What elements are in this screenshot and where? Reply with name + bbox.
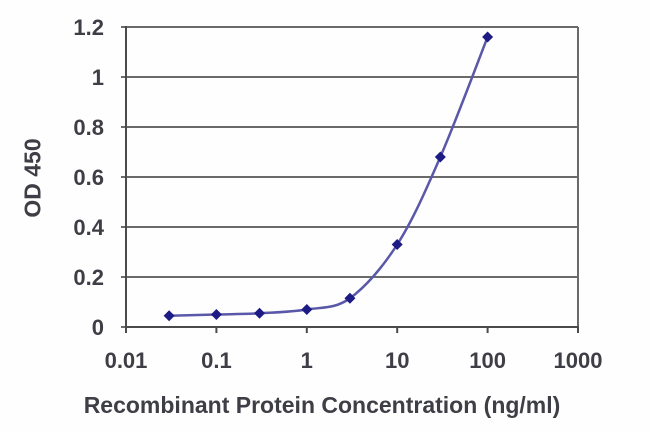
x-axis-title: Recombinant Protein Concentration (ng/ml… (83, 392, 561, 418)
y-tick-label: 1.2 (73, 15, 104, 40)
y-axis-title: OD 450 (19, 138, 46, 218)
x-tick-label: 0.01 (105, 348, 148, 373)
data-point-marker (163, 310, 175, 322)
data-point-marker (344, 292, 356, 304)
x-tick-label: 1000 (554, 348, 603, 373)
y-tick-label: 0.6 (73, 165, 104, 190)
x-tick-label: 100 (469, 348, 506, 373)
y-tick-label: 0 (92, 315, 104, 340)
data-point-marker (254, 307, 266, 319)
data-point-marker (482, 31, 494, 43)
y-tick-label: 0.4 (73, 215, 104, 240)
y-tick-label: 1 (92, 65, 104, 90)
data-point-marker (391, 239, 403, 250)
x-tick-label: 0.1 (201, 348, 232, 373)
x-tick-label: 1 (301, 348, 313, 373)
y-tick-label: 0.2 (73, 265, 104, 290)
x-tick-label: 10 (385, 348, 409, 373)
y-tick-label: 0.8 (73, 115, 104, 140)
data-point-marker (210, 309, 222, 320)
data-point-marker (301, 304, 313, 315)
data-point-marker (434, 151, 446, 163)
